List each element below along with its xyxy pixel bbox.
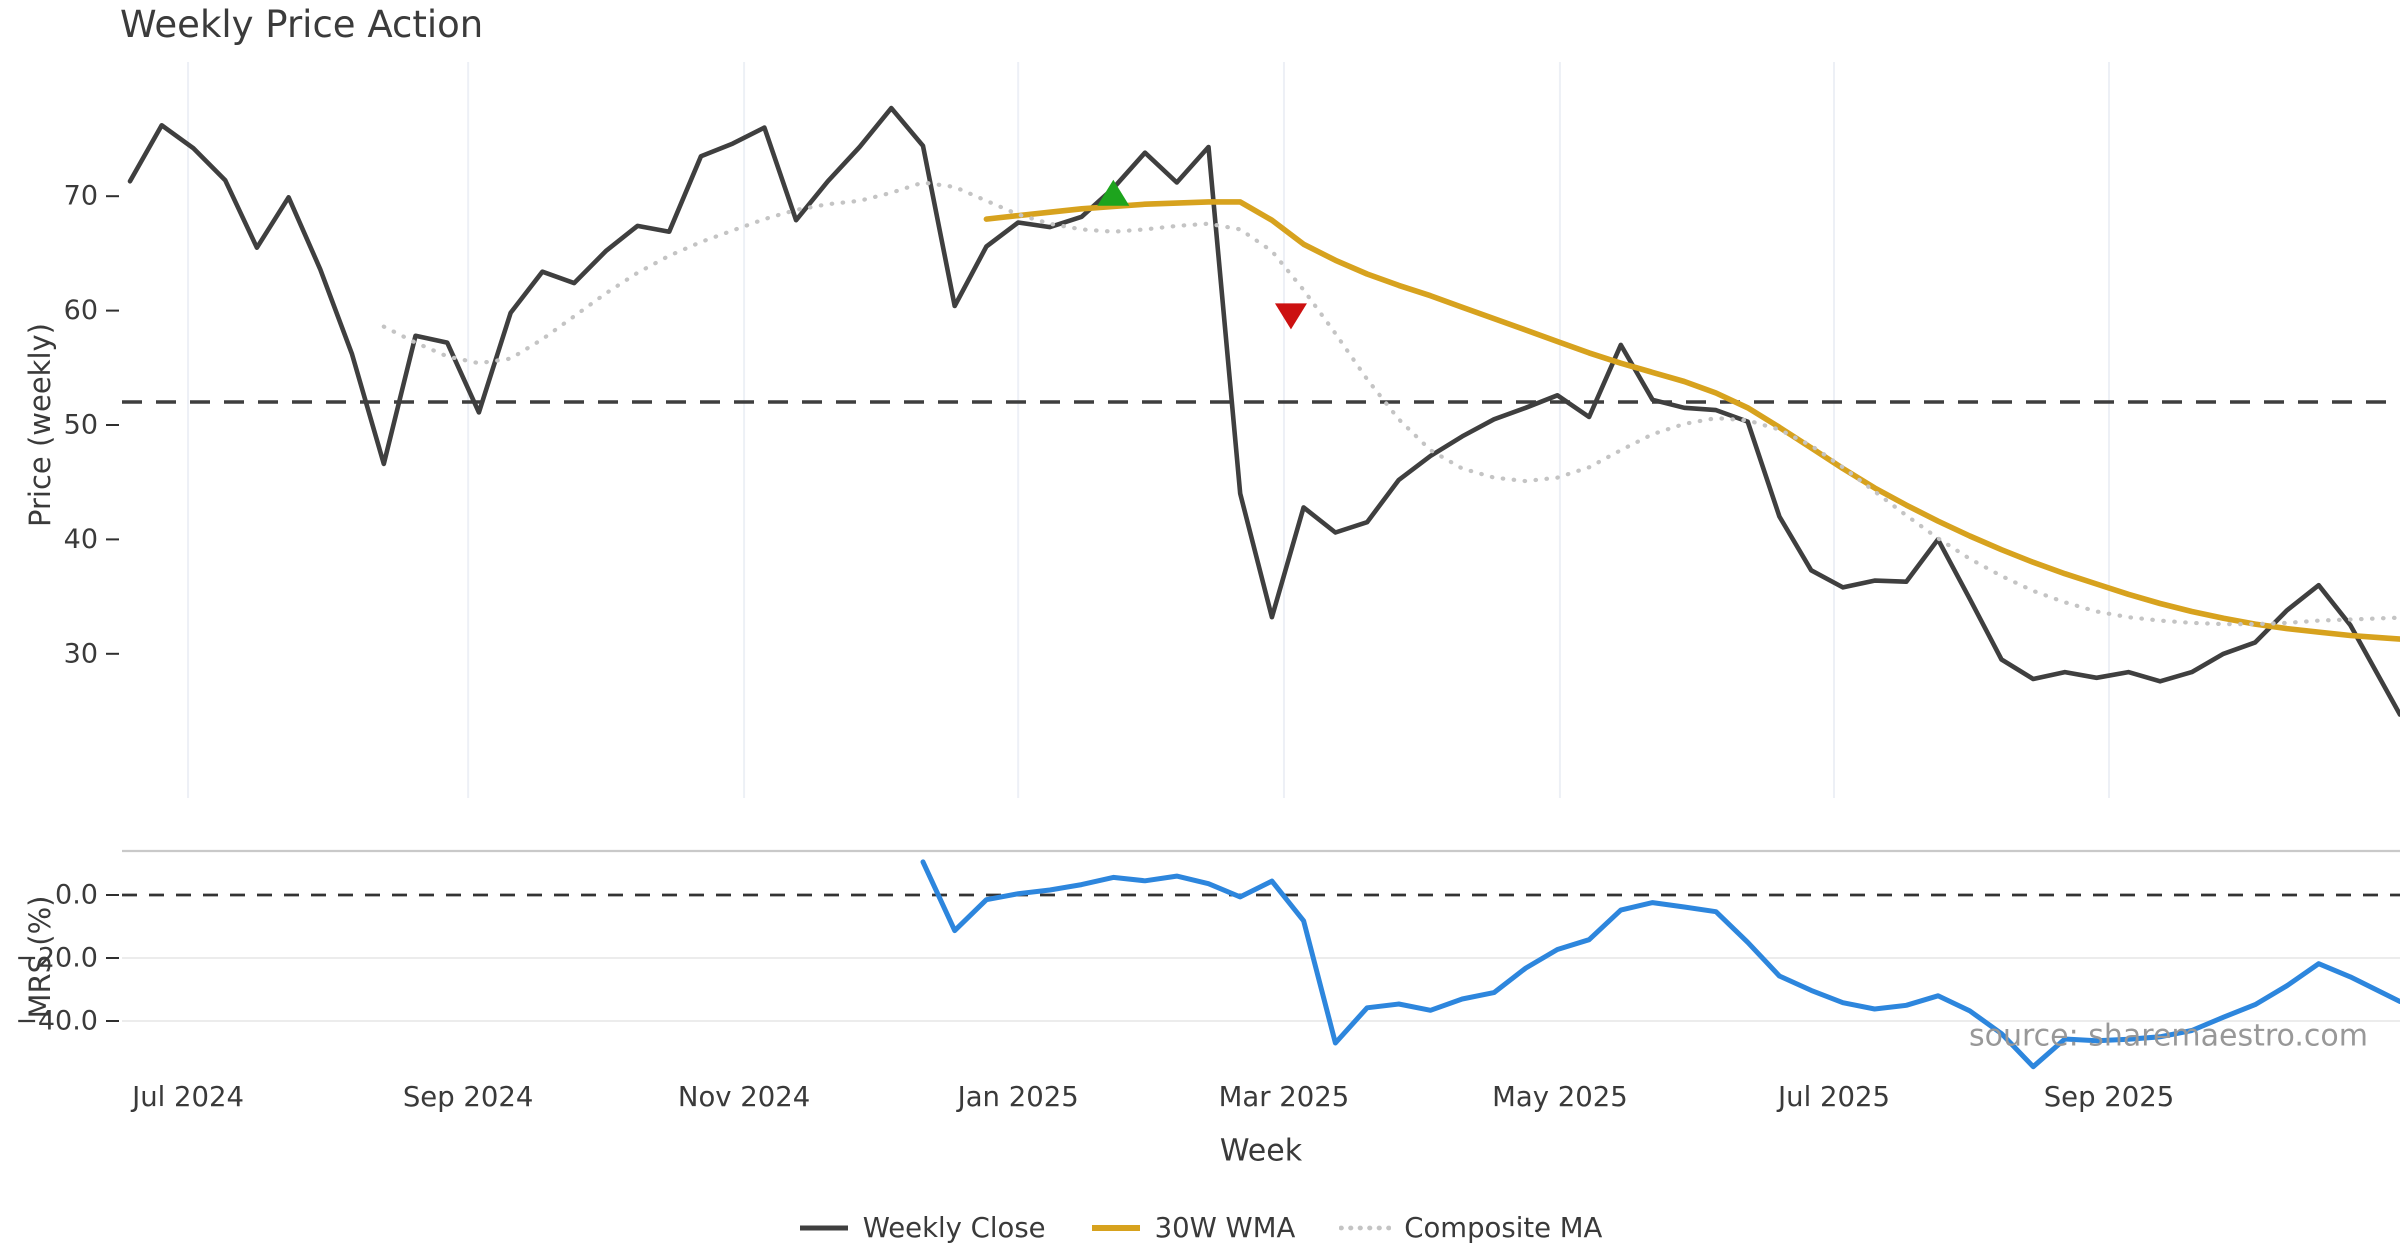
legend-item-composite-ma: Composite MA xyxy=(1339,1212,1602,1244)
x-tick-label-sep-2024: Sep 2024 xyxy=(403,1081,534,1113)
price-tick-label-70: 70 xyxy=(64,181,98,212)
legend-item-30w-wma: 30W WMA xyxy=(1090,1212,1296,1244)
legend-swatch-30w-wma-icon xyxy=(1091,1225,1140,1231)
x-tick-label-sep-2025: Sep 2025 xyxy=(2044,1081,2175,1113)
price-tick-label-50: 50 xyxy=(64,410,98,441)
mrs-tick-label--40: −40.0 xyxy=(15,1006,98,1037)
legend-label-30w-wma: 30W WMA xyxy=(1154,1212,1296,1244)
mrs-axis-label: MRS (%) xyxy=(23,895,57,1019)
x-tick-label-jan-2025: Jan 2025 xyxy=(956,1081,1079,1113)
mrs-tick-label--20: −20.0 xyxy=(15,943,98,974)
series-30w-wma xyxy=(983,199,2400,642)
series-mrs-vs-dji xyxy=(920,859,2400,1070)
buy-signal-triangle-up-icon xyxy=(1097,179,1130,206)
legend-swatch-composite-ma-icon xyxy=(1339,1225,1392,1231)
price-axis-label: Price (weekly) xyxy=(23,322,57,528)
x-tick-label-mar-2025: Mar 2025 xyxy=(1219,1081,1350,1113)
chart-title: Weekly Price Action xyxy=(120,3,484,46)
price-tick-label-40: 40 xyxy=(64,524,98,555)
source-note: source: sharemaestro.com xyxy=(1969,1018,2368,1054)
legend-item-weekly-close: Weekly Close xyxy=(798,1212,1046,1244)
series-composite-ma xyxy=(381,180,2400,627)
axis-ticks: 70 60 50 40 30 0.0 −20.0 −40.0 Jul 2024 Sep 2024 N… xyxy=(15,181,2174,1113)
month-gridlines xyxy=(187,62,2111,798)
x-tick-label-may-2025: May 2025 xyxy=(1492,1081,1628,1113)
chart-legend: Weekly Close 30W WMA Composite MA xyxy=(0,1212,2400,1244)
legend-swatch-weekly-close-icon xyxy=(799,1225,848,1231)
legend-label-composite-ma: Composite MA xyxy=(1404,1212,1603,1244)
x-tick-label-nov-2024: Nov 2024 xyxy=(678,1081,810,1113)
series-weekly-close xyxy=(127,105,2400,717)
price-tick-label-60: 60 xyxy=(64,295,98,326)
x-tick-label-jul-2025: Jul 2025 xyxy=(1776,1081,1890,1113)
sell-signal-triangle-down-icon xyxy=(1274,303,1307,330)
x-tick-label-jul-2024: Jul 2024 xyxy=(130,1081,244,1113)
legend-label-weekly-close: Weekly Close xyxy=(862,1212,1046,1244)
mrs-tick-label-0: 0.0 xyxy=(55,880,98,911)
x-axis-label: Week xyxy=(1219,1133,1303,1169)
price-tick-label-30: 30 xyxy=(64,638,98,669)
